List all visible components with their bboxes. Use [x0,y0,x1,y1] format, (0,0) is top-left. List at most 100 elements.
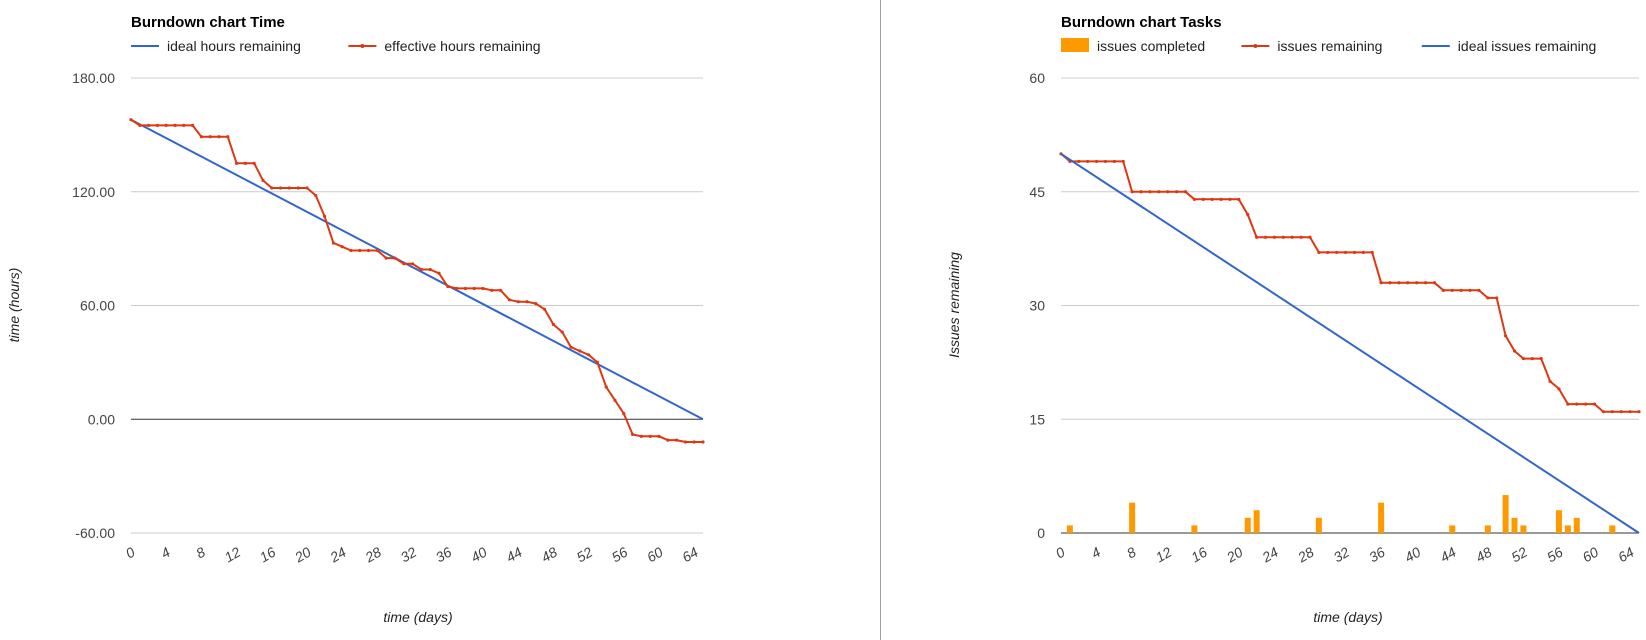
bar-issues-completed [1609,525,1616,533]
legend-label-effective-hours-remaining: effective hours remaining [384,38,540,54]
x-tick-label: 44 [503,544,525,566]
data-point-issues-remaining [1299,235,1303,239]
data-point-issues-remaining [1495,296,1499,300]
x-tick-label: 12 [222,544,244,566]
data-point-issues-remaining [1468,288,1472,292]
y-tick-label: 0 [1037,525,1045,541]
data-point-effective-hours-remaining [657,434,661,438]
data-point-effective-hours-remaining [507,298,511,302]
data-point-issues-remaining [1406,281,1410,285]
data-point-issues-remaining [1504,334,1508,338]
x-tick-label: 48 [1473,544,1495,566]
y-tick-label: 30 [1029,298,1045,314]
data-point-issues-remaining [1281,235,1285,239]
data-point-issues-remaining [1183,190,1188,194]
data-point-effective-hours-remaining [243,161,247,165]
legend-marker-issues-remaining [1253,44,1258,48]
data-point-effective-hours-remaining [675,438,679,442]
data-point-effective-hours-remaining [569,345,573,349]
data-point-issues-remaining [1370,250,1374,255]
burndown-time-svg: Burndown chart Time ideal hours remainin… [6,14,705,625]
x-axis-ticks: 0 4 8 12 16 20 24 28 32 36 40 44 48 52 56 60 64 [1053,544,1637,566]
data-point-effective-hours-remaining [481,286,485,291]
data-point-effective-hours-remaining [613,398,617,402]
x-tick-label: 32 [1331,544,1353,566]
data-point-issues-remaining [1308,235,1312,239]
data-point-effective-hours-remaining [534,302,538,306]
data-point-issues-remaining [1521,356,1525,361]
data-point-effective-hours-remaining [375,248,379,253]
data-point-issues-remaining [1548,379,1552,383]
data-point-issues-remaining [1352,250,1357,255]
data-point-issues-remaining [1210,197,1214,201]
data-point-effective-hours-remaining [138,123,142,127]
data-point-issues-remaining [1566,402,1570,406]
x-tick-label: 0 [1053,544,1068,562]
x-tick-label: 64 [679,544,701,566]
data-point-effective-hours-remaining [472,286,476,291]
data-point-effective-hours-remaining [217,135,221,139]
x-axis-title: time (days) [1313,609,1382,625]
x-axis-title: time (days) [383,609,452,625]
y-tick-label: 0.00 [88,411,115,427]
x-tick-label: 24 [326,544,349,566]
data-point-effective-hours-remaining [287,186,291,190]
legend-swatch-issues-completed [1061,38,1089,52]
data-point-issues-remaining [1317,250,1321,255]
data-point-effective-hours-remaining [701,440,705,444]
data-point-issues-remaining [1619,410,1623,414]
y-axis-title: time (hours) [6,268,22,343]
data-point-effective-hours-remaining [446,284,450,289]
bar-issues-completed [1502,495,1509,533]
x-tick-label: 24 [1259,544,1282,566]
bar-issues-completed [1555,510,1562,533]
data-point-issues-remaining [1450,288,1454,292]
y-tick-label: -60.00 [75,525,115,541]
bar-issues-completed [1244,517,1251,533]
data-point-effective-hours-remaining [692,440,696,444]
bar-issues-completed [1253,510,1260,533]
x-tick-label: 36 [1366,544,1388,566]
data-point-issues-remaining [1263,235,1268,239]
data-point-effective-hours-remaining [129,118,133,122]
x-tick-label: 32 [398,544,420,566]
data-point-effective-hours-remaining [490,288,494,292]
y-tick-label: 60.00 [80,298,115,314]
data-point-effective-hours-remaining [683,440,688,444]
data-point-effective-hours-remaining [358,248,362,253]
data-point-issues-remaining [1219,197,1223,201]
data-point-effective-hours-remaining [578,349,582,353]
data-point-effective-hours-remaining [252,161,256,165]
legend-label-issues-remaining: issues remaining [1277,38,1382,54]
x-tick-label: 4 [1088,544,1103,562]
data-point-issues-remaining [1423,281,1428,285]
data-point-issues-remaining [1459,288,1463,292]
x-tick-label: 40 [1402,544,1424,566]
legend-label-ideal-hours-remaining: ideal hours remaining [167,38,301,54]
legend-marker-effective-hours-remaining [360,44,365,48]
burndown-time-chart: Burndown chart Time ideal hours remainin… [6,14,705,625]
data-point-issues-remaining [1326,250,1330,255]
x-tick-label: 4 [158,544,173,562]
data-point-issues-remaining [1575,402,1579,406]
data-point-effective-hours-remaining [622,411,626,416]
grid [131,77,703,534]
data-point-issues-remaining [1432,281,1437,285]
data-point-effective-hours-remaining [604,385,608,389]
bar-series [1066,495,1616,533]
data-point-effective-hours-remaining [226,135,230,139]
data-point-effective-hours-remaining [437,271,441,275]
x-tick-label: 16 [257,544,279,566]
data-point-issues-remaining [1130,190,1134,194]
chart-title: Burndown chart Time [131,14,285,31]
data-point-effective-hours-remaining [543,307,547,311]
data-point-effective-hours-remaining [411,262,415,266]
data-point-issues-remaining [1139,190,1143,194]
data-point-effective-hours-remaining [182,123,186,127]
chart-legend: ideal hours remaining effective hours rem… [131,38,541,54]
y-tick-label: 120.00 [72,184,115,200]
x-tick-label: 64 [1615,544,1637,566]
data-point-issues-remaining [1539,356,1543,361]
y-axis-ticks: 60 45 30 15 0 [1029,70,1045,541]
data-point-effective-hours-remaining [191,123,195,127]
